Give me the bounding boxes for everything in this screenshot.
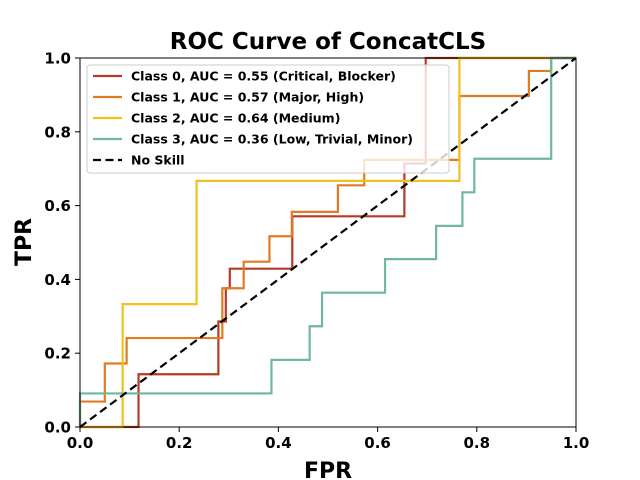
- x-tick-label: 0.4: [265, 434, 292, 452]
- x-tick-label: 0.6: [364, 434, 391, 452]
- y-tick-label: 0.2: [44, 345, 71, 363]
- x-tick-label: 0.8: [464, 434, 491, 452]
- y-tick-label: 0.4: [44, 271, 71, 289]
- y-tick-label: 0.0: [44, 419, 71, 437]
- y-axis-label: TPR: [12, 218, 37, 266]
- legend-box: [86, 64, 450, 174]
- legend-label-1: Class 1, AUC = 0.57 (Major, High): [131, 90, 364, 105]
- plot-frame: [79, 57, 577, 428]
- y-tick-label: 0.8: [44, 123, 71, 141]
- series-line-3: [78, 56, 576, 427]
- legend-label-3: Class 3, AUC = 0.36 (Low, Trivial, Minor…: [131, 132, 413, 147]
- series-line-4: [79, 57, 577, 428]
- legend-label-4: No Skill: [131, 153, 185, 168]
- legend-label-2: Class 2, AUC = 0.64 (Medium): [131, 111, 340, 126]
- legend: Class 0, AUC = 0.55 (Critical, Blocker) C…: [86, 64, 450, 174]
- x-axis: 0.0 0.2 0.4 0.6 0.8 1.0: [67, 427, 590, 452]
- chart-title: ROC Curve of ConcatCLS: [170, 29, 486, 55]
- x-tick-label: 0.0: [67, 434, 94, 452]
- x-tick-label: 1.0: [563, 434, 590, 452]
- y-tick-label: 0.6: [44, 197, 71, 215]
- x-tick-label: 0.2: [166, 434, 193, 452]
- x-axis-label: FPR: [304, 459, 352, 480]
- series-line-1: [78, 56, 576, 427]
- y-tick-label: 1.0: [44, 50, 71, 68]
- y-axis: 0.0 0.2 0.4 0.6 0.8 1.0: [44, 50, 80, 437]
- series-line-2: [80, 56, 576, 429]
- legend-label-0: Class 0, AUC = 0.55 (Critical, Blocker): [131, 69, 396, 84]
